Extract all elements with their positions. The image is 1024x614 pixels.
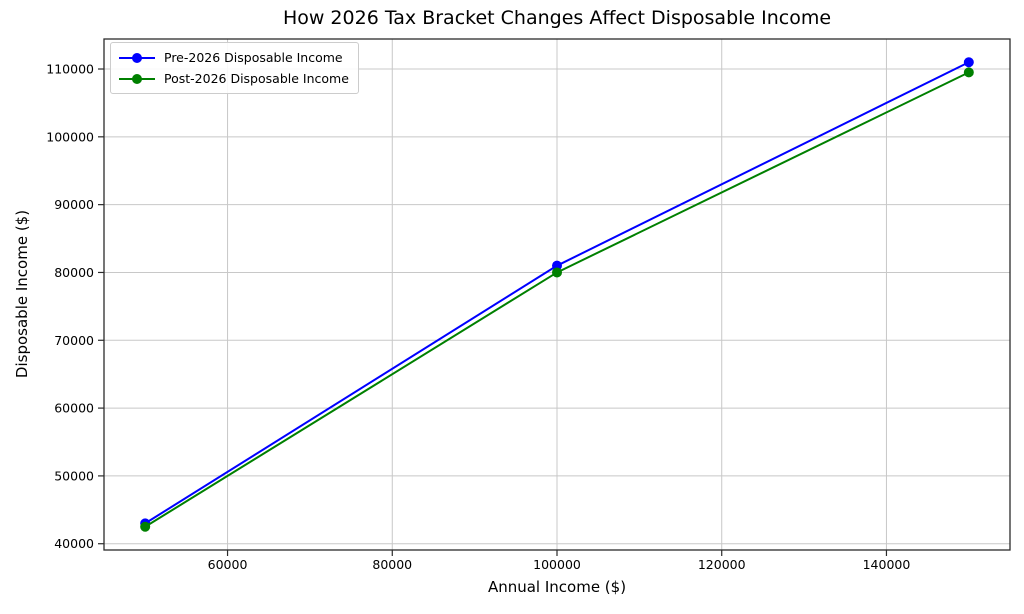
- data-point-0-2: [963, 57, 974, 68]
- x-tick-label: 100000: [533, 557, 581, 572]
- y-tick-label: 100000: [46, 129, 94, 144]
- chart-title: How 2026 Tax Bracket Changes Affect Disp…: [282, 7, 832, 29]
- y-axis-label: Disposable Income ($): [13, 209, 31, 379]
- legend-label: Post-2026 Disposable Income: [164, 71, 349, 86]
- x-tick-label: 60000: [208, 557, 248, 572]
- data-point-1-0: [140, 521, 151, 532]
- legend-label: Pre-2026 Disposable Income: [164, 50, 343, 65]
- y-tick-label: 60000: [54, 401, 94, 416]
- x-tick-label: 140000: [863, 557, 911, 572]
- x-tick-label: 120000: [698, 557, 746, 572]
- y-tick-label: 40000: [54, 536, 94, 551]
- legend-entry-1: Post-2026 Disposable Income: [118, 68, 349, 89]
- legend: Pre-2026 Disposable Income Post-2026 Disp…: [110, 42, 359, 94]
- x-tick-label: 80000: [372, 557, 412, 572]
- y-tick-label: 110000: [46, 62, 94, 77]
- legend-line-marker-icon: [119, 52, 155, 63]
- y-tick-label: 90000: [54, 197, 94, 212]
- legend-line-marker-icon: [119, 73, 155, 84]
- y-tick-label: 50000: [54, 468, 94, 483]
- y-tick-label: 70000: [54, 333, 94, 348]
- data-point-1-2: [963, 67, 974, 78]
- y-tick-label: 80000: [54, 265, 94, 280]
- legend-entry-0: Pre-2026 Disposable Income: [118, 47, 349, 68]
- data-point-1-1: [552, 267, 562, 278]
- x-axis-label: Annual Income ($): [487, 578, 627, 596]
